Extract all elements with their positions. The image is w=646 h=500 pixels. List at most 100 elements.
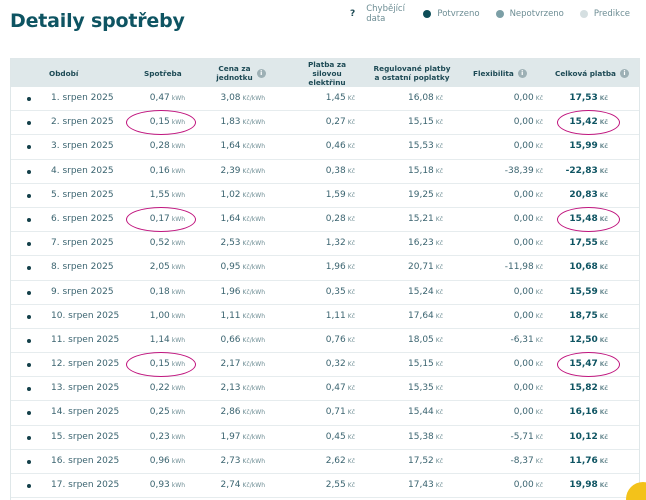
row-consumption-unit: kWh xyxy=(171,457,185,465)
table-row[interactable]: 1. srpen 2025 0,47 kWh 3,08 Kč/kWh 1,45 Kč 16,0… xyxy=(11,87,639,112)
row-total-value: 18,75 xyxy=(569,310,598,321)
row-unit-price-value: 1,97 xyxy=(220,431,241,442)
row-flexibility-value: 0,00 xyxy=(513,213,534,224)
row-consumption-value: 1,14 xyxy=(149,334,170,345)
row-unit-price-value: 1,83 xyxy=(220,117,241,128)
row-unit-price-value: 0,95 xyxy=(220,262,241,273)
row-unit-price-unit: Kč/kWh xyxy=(242,482,265,489)
row-power-payment: 1,45 Kč xyxy=(326,87,355,110)
row-unit-price-value: 2,39 xyxy=(220,165,241,176)
row-consumption-unit: kWh xyxy=(171,409,185,417)
row-consumption-unit: kWh xyxy=(171,167,185,175)
row-regulated-unit: Kč xyxy=(435,95,443,102)
row-unit-price-unit: Kč/kWh xyxy=(242,433,265,441)
row-total: 12,50 Kč xyxy=(569,329,608,352)
row-flexibility-unit: Kč xyxy=(535,143,543,151)
table-row[interactable]: 9. srpen 2025 0,18 kWh 1,96 Kč/kWh 0,35 Kč 15,2… xyxy=(11,281,639,305)
row-regulated-value: 15,44 xyxy=(408,407,434,418)
table-row[interactable]: 8. srpen 2025 2,05 kWh 0,95 Kč/kWh 1,96 Kč 20,7… xyxy=(11,256,639,281)
row-power-payment: 0,45 Kč xyxy=(326,426,355,449)
row-date: 10. srpen 2025 xyxy=(51,310,120,321)
row-flexibility-unit: Kč xyxy=(535,264,543,272)
info-icon[interactable]: i xyxy=(517,68,527,78)
table-row[interactable]: 2. srpen 2025 0,15 kWh 1,83 Kč/kWh 0,27 Kč 15,1… xyxy=(11,110,639,136)
row-regulated-unit: Kč xyxy=(435,264,443,272)
row-consumption: 0,52 kWh xyxy=(150,232,185,255)
table-row[interactable]: 10. srpen 2025 1,00 kWh 1,11 Kč/kWh 1,11 Kč 17,… xyxy=(11,305,639,329)
row-consumption-value: 0,52 xyxy=(149,238,170,249)
row-flexibility-value: 0,00 xyxy=(513,480,534,490)
table-row[interactable]: 16. srpen 2025 0,96 kWh 2,73 Kč/kWh 2,62 Kč 17,… xyxy=(11,450,639,474)
row-unit-price: 2,53 Kč/kWh xyxy=(220,232,265,255)
table-row[interactable]: 6. srpen 2025 0,17 kWh 1,64 Kč/kWh 0,28 Kč 15,2… xyxy=(11,206,639,233)
row-power-payment-value: 1,32 xyxy=(325,238,346,249)
row-total-unit: Kč xyxy=(599,457,608,465)
row-consumption: 0,16 kWh xyxy=(150,160,185,183)
row-unit-price-value: 1,64 xyxy=(220,141,241,152)
table-row[interactable]: 5. srpen 2025 1,55 kWh 1,02 Kč/kWh 1,59 Kč 19,2… xyxy=(11,184,639,208)
row-total-value: -22,83 xyxy=(565,165,598,176)
row-total-unit: Kč xyxy=(599,409,608,417)
table-row[interactable]: 12. srpen 2025 0,15 kWh 2,17 Kč/kWh 0,32 Kč 15,… xyxy=(11,352,639,378)
info-icon[interactable]: i xyxy=(619,68,629,78)
row-power-payment: 1,32 Kč xyxy=(326,232,355,255)
row-power-payment-unit: Kč xyxy=(347,288,355,296)
row-date: 1. srpen 2025 xyxy=(51,93,114,103)
table-row[interactable]: 3. srpen 2025 0,28 kWh 1,64 Kč/kWh 0,46 Kč 15,5… xyxy=(11,135,639,160)
row-regulated-value: 17,64 xyxy=(408,310,434,321)
legend-item-confirmed: Potvrzeno xyxy=(423,9,480,19)
row-date: 5. srpen 2025 xyxy=(51,189,114,200)
row-unit-price: 2,73 Kč/kWh xyxy=(220,450,265,473)
row-unit-price: 2,39 Kč/kWh xyxy=(220,160,265,183)
row-consumption-value: 0,18 xyxy=(149,286,170,297)
status-dot-icon xyxy=(27,338,31,343)
row-total-unit: Kč xyxy=(599,433,608,441)
row-unit-price-value: 2,86 xyxy=(220,407,241,418)
row-regulated: 20,71 Kč xyxy=(408,256,443,279)
row-regulated: 18,05 Kč xyxy=(408,329,443,352)
table-row[interactable]: 15. srpen 2025 0,23 kWh 1,97 Kč/kWh 0,45 Kč 15,… xyxy=(11,426,639,450)
row-flexibility-value: 0,00 xyxy=(513,383,534,394)
row-flexibility: -38,39 Kč xyxy=(505,160,543,183)
row-consumption: 0,47 kWh xyxy=(150,87,185,110)
row-power-payment-unit: Kč xyxy=(347,361,355,369)
table-row[interactable]: 17. srpen 2025 0,93 kWh 2,74 Kč/kWh 2,55 Kč 17,… xyxy=(11,474,639,499)
row-flexibility-unit: Kč xyxy=(535,385,543,393)
row-regulated-unit: Kč xyxy=(435,240,443,248)
row-regulated-unit: Kč xyxy=(435,457,443,465)
row-flexibility-value: 0,00 xyxy=(513,93,534,103)
row-regulated-unit: Kč xyxy=(435,336,443,344)
row-regulated: 17,52 Kč xyxy=(408,450,443,473)
info-icon[interactable]: i xyxy=(256,68,266,78)
row-unit-price-unit: Kč/kWh xyxy=(242,167,265,175)
row-total: 15,99 Kč xyxy=(569,135,608,158)
row-total: 17,53 Kč xyxy=(569,87,608,110)
row-consumption: 0,93 kWh xyxy=(150,474,185,497)
status-dot-icon xyxy=(27,242,31,247)
row-consumption-value: 0,25 xyxy=(149,407,170,418)
header-label: Období xyxy=(49,68,79,78)
table-row[interactable]: 14. srpen 2025 0,25 kWh 2,86 Kč/kWh 0,71 Kč 15,… xyxy=(11,401,639,426)
legend: ? Chybějící data Potvrzeno Nepotvrzeno P… xyxy=(350,4,646,24)
table-row[interactable]: 13. srpen 2025 0,22 kWh 2,13 Kč/kWh 0,47 Kč 15,… xyxy=(11,377,639,402)
row-power-payment: 0,46 Kč xyxy=(326,135,355,158)
row-total: 10,68 Kč xyxy=(569,256,608,279)
chat-fab-button[interactable] xyxy=(626,482,646,500)
row-total-value: 16,16 xyxy=(569,407,598,418)
row-power-payment-unit: Kč xyxy=(347,240,355,248)
row-date: 14. srpen 2025 xyxy=(51,407,120,418)
table-body: 1. srpen 2025 0,47 kWh 3,08 Kč/kWh 1,45 Kč 16,0… xyxy=(11,87,639,500)
row-regulated-unit: Kč xyxy=(435,385,443,393)
row-regulated: 16,08 Kč xyxy=(408,87,443,110)
table-row[interactable]: 11. srpen 2025 1,14 kWh 0,66 Kč/kWh 0,76 Kč 18,… xyxy=(11,329,639,354)
row-flexibility: -6,31 Kč xyxy=(510,329,543,352)
table-row[interactable]: 7. srpen 2025 0,52 kWh 2,53 Kč/kWh 1,32 Kč 16,2… xyxy=(11,232,639,257)
row-unit-price: 1,64 Kč/kWh xyxy=(220,135,265,158)
row-flexibility-unit: Kč xyxy=(535,361,543,369)
row-total-value: 19,98 xyxy=(569,480,598,490)
table-row[interactable]: 4. srpen 2025 0,16 kWh 2,39 Kč/kWh 0,38 Kč 15,1… xyxy=(11,160,639,184)
row-consumption-unit: kWh xyxy=(171,264,185,272)
row-flexibility-unit: Kč xyxy=(535,288,543,296)
